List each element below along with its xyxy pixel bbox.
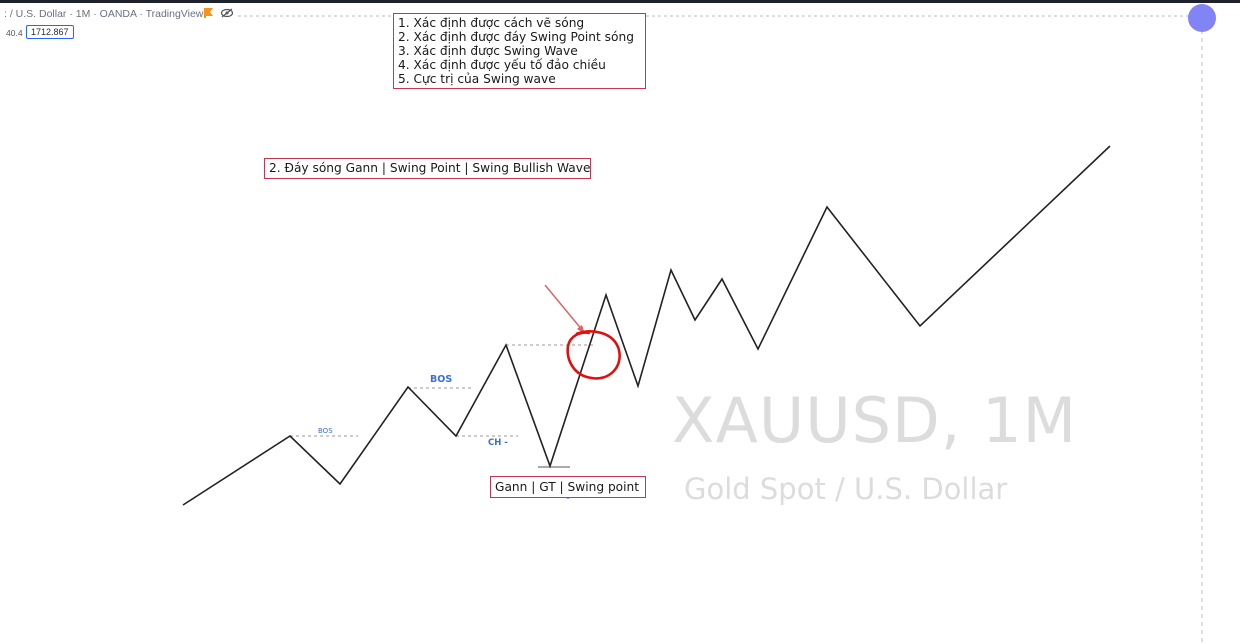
- crosshair-cursor-dot[interactable]: [1188, 4, 1216, 32]
- eye-slash-icon[interactable]: [220, 8, 234, 18]
- checklist-item: 5. Cực trị của Swing wave: [398, 72, 556, 86]
- gann-label-note[interactable]: Gann | GT | Swing point: [490, 476, 646, 498]
- chart-title: : / U.S. Dollar · 1M · OANDA · TradingVi…: [4, 8, 204, 20]
- description-watermark: Gold Spot / U.S. Dollar: [684, 472, 1008, 506]
- bos-small-label: BOS: [318, 427, 333, 435]
- checklist-item: 1. Xác định được cách vẽ sóng: [398, 16, 585, 30]
- symbol-watermark: XAUUSD, 1M: [672, 384, 1078, 457]
- price-value-box: 1712.867: [26, 25, 74, 39]
- price-line: [182, 145, 1111, 506]
- indicator-value: 40.4: [6, 28, 23, 38]
- checklist-note[interactable]: 1. Xác định được cách vẽ sóng 2. Xác địn…: [393, 13, 646, 89]
- section-label-note[interactable]: 2. Đáy sóng Gann | Swing Point | Swing B…: [264, 158, 591, 179]
- highlight-circle: [566, 330, 621, 380]
- checklist-item: 2. Xác định được đáy Swing Point sóng: [398, 30, 634, 44]
- bos-large-label: BOS: [430, 374, 452, 385]
- choch-label: CH -: [488, 438, 508, 448]
- checklist-item: 3. Xác định được Swing Wave: [398, 44, 578, 58]
- checklist-item: 4. Xác định được yếu tố đảo chiều: [398, 58, 606, 72]
- red-arrow: [544, 284, 584, 332]
- top-bar: [0, 0, 1240, 3]
- flag-icon[interactable]: [204, 8, 213, 18]
